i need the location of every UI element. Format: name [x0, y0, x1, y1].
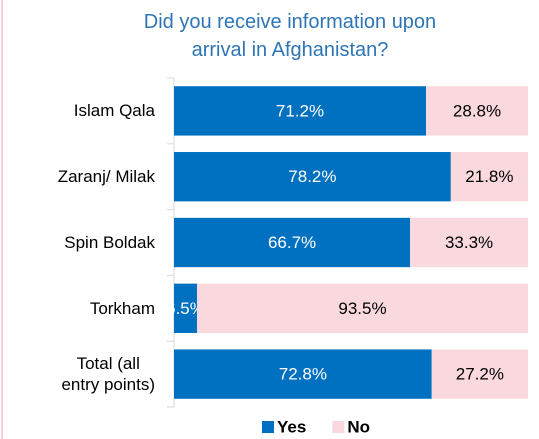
chart-title: Did you receive information upon arrival…	[143, 11, 437, 61]
bar-segment	[426, 86, 528, 136]
value-label: 93.5%	[338, 299, 386, 318]
value-label: 66.7%	[268, 233, 316, 252]
value-label: 21.8%	[465, 167, 513, 186]
bar-segment	[174, 86, 427, 136]
value-label: 6.5%	[166, 299, 205, 318]
bar-segment	[197, 283, 528, 333]
category-label: Islam Qala	[73, 101, 155, 121]
bar-segment	[174, 283, 198, 333]
legend-swatch	[332, 421, 345, 433]
bar-segment	[174, 152, 451, 202]
legend-label: No	[347, 417, 370, 436]
bar-segment	[174, 217, 411, 268]
category-label: Spin Boldak	[64, 233, 155, 252]
category-label-box: Zaranj/ Milak	[58, 147, 155, 207]
legend-swatch	[262, 421, 274, 433]
legend-label: Yes	[277, 417, 306, 436]
bar-segment	[431, 349, 528, 399]
value-label: 33.3%	[445, 233, 493, 252]
bar-segment	[174, 349, 432, 399]
category-label-box: Torkham	[90, 278, 155, 338]
value-label: 28.8%	[453, 101, 501, 120]
value-label: 72.8%	[279, 365, 327, 384]
value-label: 71.2%	[276, 101, 324, 120]
value-label: 27.2%	[456, 365, 504, 384]
category-label: Torkham	[89, 298, 155, 318]
value-label: 78.2%	[288, 167, 336, 186]
category-label: Zaranj/ Milak	[57, 167, 155, 187]
category-label: Total (all entry points)	[61, 354, 155, 395]
bar-segment	[410, 217, 528, 268]
category-label-box: Spin Boldak	[64, 213, 155, 273]
bar-segment	[450, 152, 528, 202]
category-label-box: Total (all entry points)	[61, 344, 155, 404]
category-label-box: Islam Qala	[74, 81, 155, 141]
